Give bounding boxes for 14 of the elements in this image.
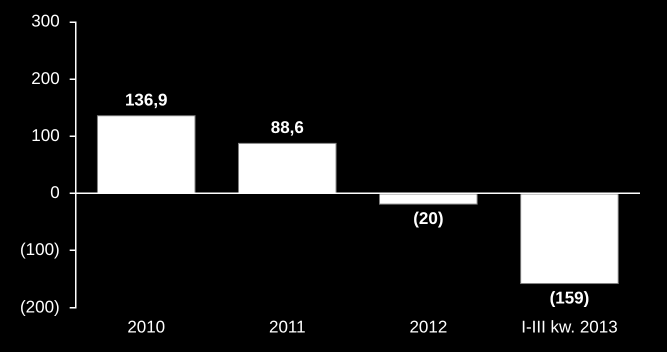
y-tick-label: (100) (20, 240, 60, 260)
y-tick-label: 300 (31, 12, 60, 31)
x-tick-label: 2011 (269, 317, 306, 336)
y-tick-label: 100 (31, 126, 60, 145)
x-tick-label: I-III kw. 2013 (521, 317, 618, 336)
y-tick-label: 0 (50, 183, 60, 202)
data-label: 136,9 (124, 90, 168, 110)
data-label: (20) (413, 208, 444, 228)
y-tick-label: 200 (31, 68, 60, 88)
x-tick-label: 2012 (409, 317, 448, 336)
x-tick-label: 2010 (127, 317, 166, 336)
data-label: (159) (550, 288, 590, 308)
data-label: 88,6 (270, 118, 304, 137)
y-tick-label: (200) (20, 297, 60, 316)
